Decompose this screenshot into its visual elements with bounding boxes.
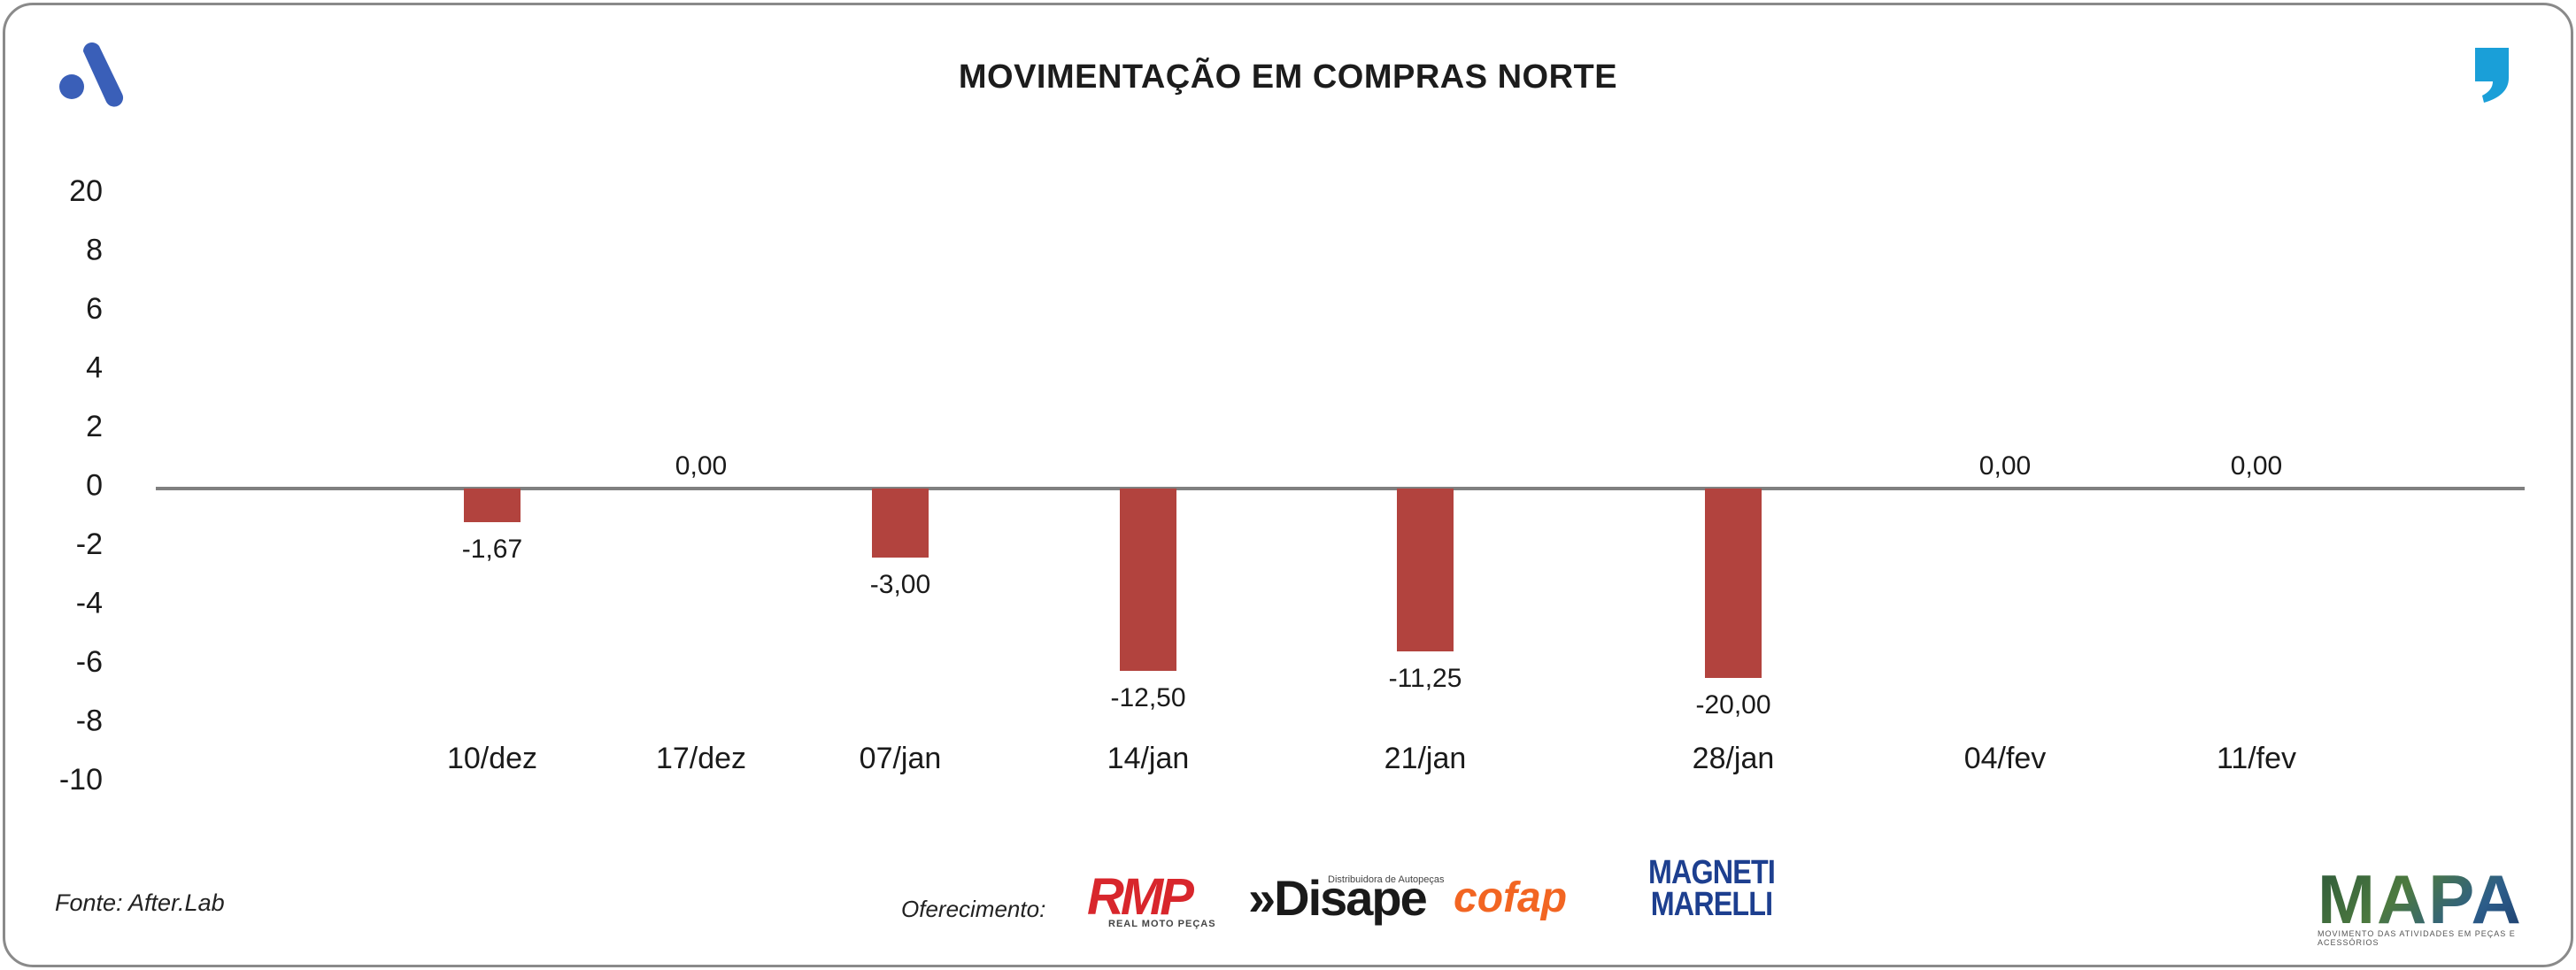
data-label: -11,25 [1389, 664, 1462, 693]
bar [1120, 489, 1176, 671]
marelli-text: MARELLI [1650, 886, 1773, 923]
data-label: -12,50 [1110, 683, 1185, 712]
y-tick-label: -10 [59, 763, 103, 797]
disape-logo: »Disape [1248, 870, 1428, 926]
data-label: -1,67 [462, 535, 522, 564]
bar [1397, 489, 1454, 651]
x-tick-label: 11/fev [2217, 742, 2296, 775]
magneti-text: MAGNETI [1648, 854, 1776, 891]
y-tick-label: -4 [76, 586, 103, 620]
rmp-logo: RMP [1087, 868, 1194, 926]
magneti-marelli-logo: MAGNETI MARELLI [1648, 854, 1776, 923]
y-tick-label: 0 [86, 468, 103, 502]
mapa-logo-subtitle: MOVIMENTO DAS ATIVIDADES EM PEÇAS E ACES… [2318, 929, 2516, 947]
mapa-logo: MAPA [2318, 860, 2523, 938]
cofap-logo: cofap [1454, 874, 1568, 921]
sponsor-label: Oferecimento: [901, 896, 1046, 922]
y-tick-label: -8 [76, 704, 103, 737]
data-label: 0,00 [675, 451, 727, 481]
x-tick-label: 21/jan [1384, 742, 1467, 775]
x-tick-label: 04/fev [1964, 742, 2047, 775]
x-tick-label: 07/jan [860, 742, 942, 775]
y-tick-label: 20 [69, 174, 103, 208]
x-tick-label: 14/jan [1107, 742, 1190, 775]
data-label: -20,00 [1695, 690, 1770, 720]
chart-title: MOVIMENTAÇÃO EM COMPRAS NORTE [958, 58, 1618, 96]
disape-logo-subtitle: Distribuidora de Autopeças [1328, 874, 1445, 885]
y-tick-label: 8 [86, 233, 103, 266]
x-tick-label: 10/dez [447, 742, 537, 775]
y-tick-label: 6 [86, 292, 103, 326]
bar [1705, 489, 1762, 678]
y-tick-label: -6 [76, 645, 103, 679]
brand-logo-icon [59, 42, 124, 107]
y-tick-label: -2 [76, 527, 103, 561]
x-tick-label: 28/jan [1693, 742, 1775, 775]
x-tick-label: 17/dez [656, 742, 746, 775]
data-label: -3,00 [870, 570, 930, 599]
bar [872, 489, 929, 558]
y-tick-label: 2 [86, 410, 103, 443]
chart-frame [3, 3, 2573, 967]
data-label: 0,00 [2231, 451, 2282, 481]
data-label: 0,00 [1979, 451, 2031, 481]
y-tick-label: 4 [86, 350, 103, 384]
bar [464, 489, 521, 522]
quote-mark-icon [2475, 48, 2509, 103]
rmp-logo-subtitle: REAL MOTO PEÇAS [1108, 919, 1216, 929]
source-note: Fonte: After.Lab [55, 889, 225, 916]
